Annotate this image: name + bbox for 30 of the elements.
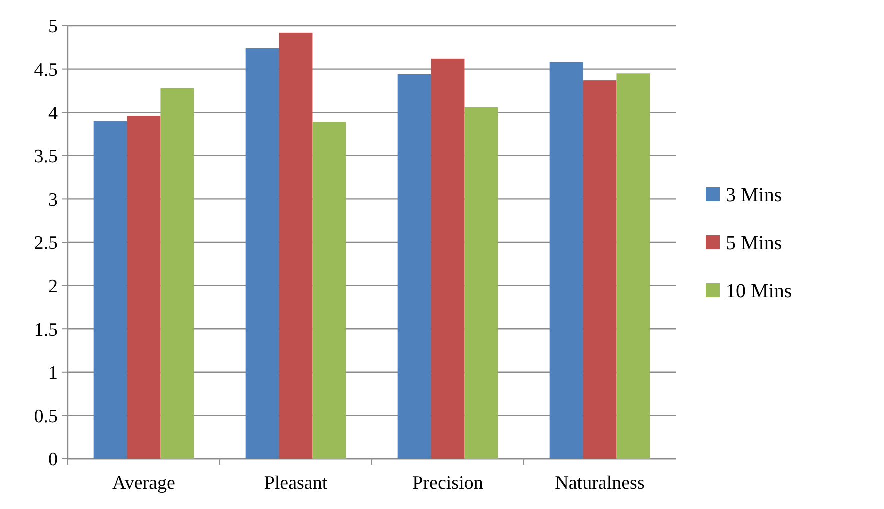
y-tick-label: 3 [48, 190, 58, 211]
bar [431, 58, 465, 459]
x-tick-label: Precision [412, 473, 484, 494]
x-tick-label: Average [112, 473, 176, 494]
bar [583, 80, 617, 459]
bar [464, 107, 498, 459]
x-tick-label: Naturalness [555, 473, 645, 494]
bar [398, 74, 432, 459]
bar [160, 88, 194, 459]
y-tick-label: 0 [48, 450, 58, 471]
bar [312, 122, 346, 459]
legend-label: 10 Mins [726, 280, 792, 302]
bar [616, 74, 650, 459]
y-tick-label: 1.5 [34, 320, 58, 341]
y-tick-label: 2.5 [34, 233, 58, 254]
y-tick-label: 5 [48, 16, 58, 38]
x-tick-label: Pleasant [264, 473, 328, 494]
bar [127, 116, 161, 459]
y-tick-label: 2 [48, 276, 58, 298]
legend-label: 5 Mins [726, 232, 782, 254]
y-tick-label: 4 [48, 103, 58, 124]
y-tick-label: 1 [48, 363, 58, 384]
bar [94, 121, 128, 459]
y-tick-label: 4.5 [34, 60, 58, 81]
bar [246, 48, 280, 459]
legend-label: 3 Mins [726, 184, 782, 206]
y-tick-label: 0.5 [34, 406, 58, 428]
bar [279, 32, 313, 459]
y-tick-label: 3.5 [34, 146, 58, 168]
bar [550, 62, 584, 459]
